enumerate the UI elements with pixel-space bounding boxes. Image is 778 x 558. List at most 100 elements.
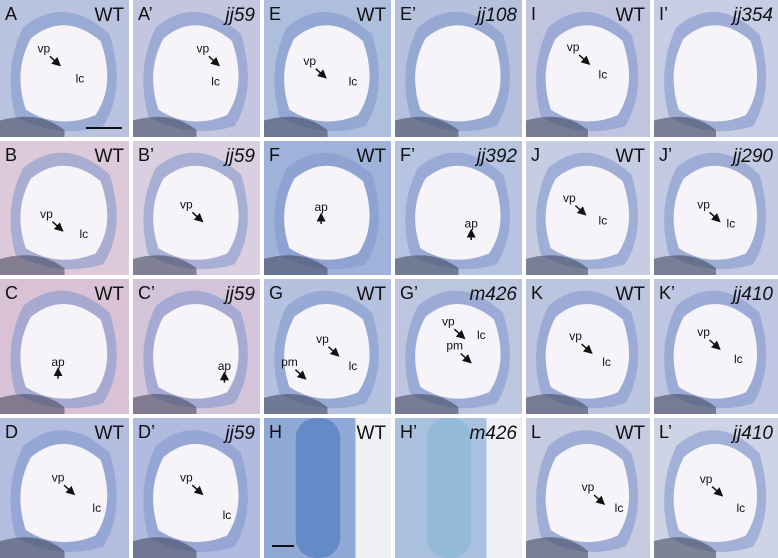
structure-label: lc bbox=[615, 501, 624, 515]
structure-label: vp bbox=[38, 41, 51, 55]
dark-tissue bbox=[654, 116, 716, 137]
structure-label: lc bbox=[211, 74, 220, 88]
structure-label: vp bbox=[442, 314, 455, 328]
genotype: jj59 bbox=[222, 146, 255, 167]
dark-tissue bbox=[526, 116, 588, 137]
panel: A WT vp lc bbox=[0, 0, 129, 137]
genotype: WT bbox=[94, 5, 124, 26]
pointer-arrow bbox=[460, 352, 472, 364]
structure-label: ap bbox=[465, 216, 479, 230]
lumen bbox=[20, 303, 108, 399]
structure-label: vp bbox=[180, 470, 193, 484]
genotype: jj410 bbox=[730, 284, 774, 305]
panel-letter: G bbox=[269, 283, 283, 303]
structure-label: lc bbox=[599, 68, 608, 82]
pointer-arrow bbox=[315, 68, 327, 79]
genotype: WT bbox=[356, 146, 386, 167]
structure-label: vp bbox=[697, 197, 710, 211]
genotype: WT bbox=[94, 284, 124, 305]
lumen bbox=[284, 303, 370, 399]
pointer-arrow bbox=[581, 343, 593, 355]
lumen bbox=[355, 418, 391, 558]
genotype: jj59 bbox=[222, 423, 255, 444]
pointer-arrow bbox=[63, 484, 76, 496]
panel-letter: D bbox=[5, 422, 18, 442]
panel: B WT vp lc bbox=[0, 141, 129, 275]
genotype: jj392 bbox=[474, 146, 518, 167]
panel-letter: D’ bbox=[138, 422, 155, 442]
dark-tissue bbox=[133, 116, 197, 137]
structure-label: vp bbox=[316, 332, 329, 346]
panel: E WT vp lc bbox=[264, 0, 391, 137]
dark-tissue bbox=[526, 255, 588, 275]
genotype: WT bbox=[615, 423, 645, 444]
structure-label: vp bbox=[563, 191, 576, 205]
structure-label: vp bbox=[180, 197, 193, 211]
structure-label: vp bbox=[697, 325, 710, 339]
dark-tissue bbox=[0, 394, 65, 414]
structure-label: vp bbox=[567, 40, 580, 54]
structure-label: lc bbox=[80, 227, 89, 241]
lumen bbox=[284, 165, 370, 260]
lumen bbox=[545, 25, 630, 122]
panel: J WT vp lc bbox=[526, 141, 650, 275]
pointer-arrow bbox=[49, 55, 61, 67]
lumen bbox=[673, 165, 758, 260]
panel: I WT vp lc bbox=[526, 0, 650, 137]
panel: K’ jj410 vp lc bbox=[654, 279, 778, 414]
panel-letter: J’ bbox=[659, 145, 672, 165]
panel-letter: L’ bbox=[659, 422, 672, 442]
panel: E’ jj108 bbox=[395, 0, 522, 137]
panel: F’ jj392 ap bbox=[395, 141, 522, 275]
panel: D WT vp lc bbox=[0, 418, 129, 558]
structure-label: lc bbox=[349, 359, 358, 373]
dark-tissue bbox=[395, 394, 459, 414]
pointer-arrow bbox=[709, 211, 721, 223]
structure-label: lc bbox=[599, 214, 608, 228]
dark-tissue bbox=[133, 537, 197, 558]
genotype: jj59 bbox=[222, 284, 255, 305]
structure-label: lc bbox=[223, 508, 232, 522]
pointer-arrow bbox=[574, 205, 587, 216]
pointer-arrow bbox=[711, 486, 724, 497]
lumen bbox=[673, 25, 758, 122]
panel-letter: K bbox=[531, 283, 543, 303]
lumen bbox=[153, 303, 239, 399]
dark-tissue bbox=[526, 537, 588, 558]
panel: A’ jj59 vp lc bbox=[133, 0, 260, 137]
dark-tissue bbox=[0, 255, 65, 275]
panel-letter: L bbox=[531, 422, 541, 442]
structure-label: ap bbox=[314, 200, 328, 214]
pointer-arrow bbox=[453, 328, 466, 340]
lumen bbox=[20, 443, 108, 543]
dark-tissue bbox=[654, 255, 716, 275]
lumen bbox=[20, 165, 108, 260]
lumen bbox=[415, 25, 501, 122]
lumen bbox=[545, 443, 630, 543]
structure-label: vp bbox=[40, 207, 53, 221]
dark-tissue bbox=[395, 255, 459, 275]
structure-label: vp bbox=[569, 329, 582, 343]
genotype: m426 bbox=[469, 284, 517, 305]
genotype: jj59 bbox=[222, 5, 255, 26]
panel: G WT pm vp lc bbox=[264, 279, 391, 414]
structure-label: lc bbox=[477, 328, 486, 342]
panel-letter: F bbox=[269, 145, 280, 165]
genotype: jj410 bbox=[730, 423, 774, 444]
lumen bbox=[153, 165, 239, 260]
structure-label: lc bbox=[734, 352, 743, 366]
panel: L’ jj410 vp lc bbox=[654, 418, 778, 558]
panel-letter: A’ bbox=[138, 4, 153, 24]
panel: J’ jj290 vp lc bbox=[654, 141, 778, 275]
genotype: WT bbox=[356, 5, 386, 26]
panel-letter: K’ bbox=[659, 283, 675, 303]
panel-letter: H bbox=[269, 422, 282, 442]
structure-label: lc bbox=[76, 72, 85, 86]
dark-tissue bbox=[0, 537, 65, 558]
lumen bbox=[284, 25, 370, 122]
panel-letter: J bbox=[531, 145, 540, 165]
lumen bbox=[545, 165, 630, 260]
lumen bbox=[153, 25, 239, 122]
panel: F WT ap bbox=[264, 141, 391, 275]
